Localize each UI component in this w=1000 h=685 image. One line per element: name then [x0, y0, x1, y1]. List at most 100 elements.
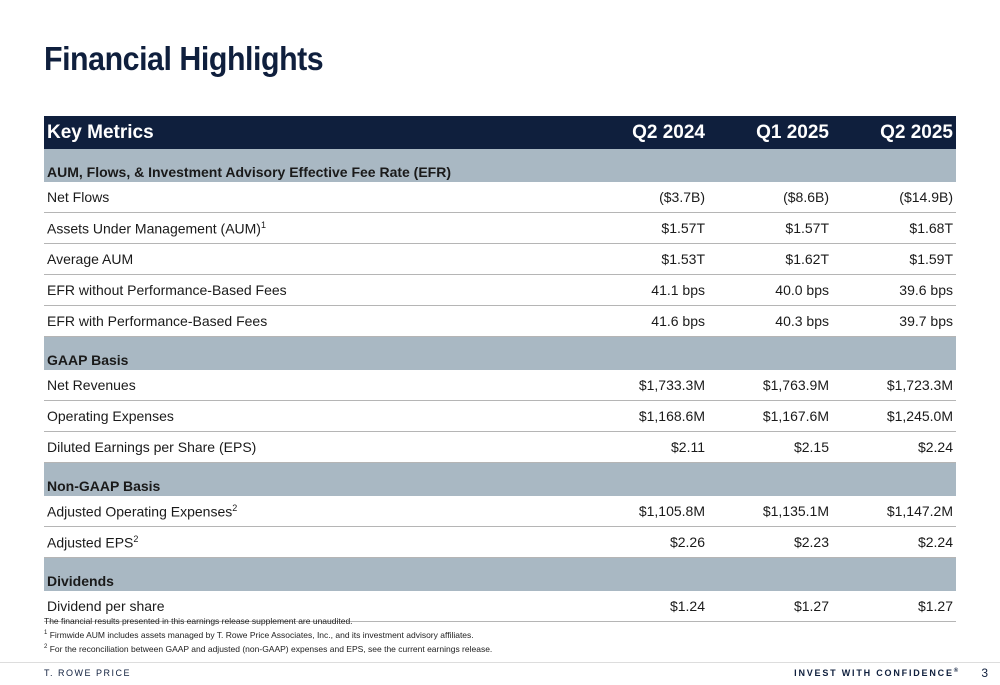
value-cell: $1,147.2M — [832, 496, 956, 527]
metrics-table: Key Metrics Q2 2024 Q1 2025 Q2 2025 AUM, Fl… — [44, 116, 956, 622]
value-cell: $1.24 — [594, 591, 708, 622]
row-label: Assets Under Management (AUM) — [47, 220, 261, 237]
row-label-cell: EFR with Performance-Based Fees — [44, 305, 594, 337]
section-row: AUM, Flows, & Investment Advisory Effect… — [44, 149, 956, 182]
footnote: 1 Firmwide AUM includes assets managed b… — [44, 627, 492, 641]
value-cell: $1,733.3M — [594, 370, 708, 401]
footnote: The financial results presented in this … — [44, 615, 492, 627]
data-row: EFR with Performance-Based Fees 41.6 bps 4… — [44, 305, 956, 337]
data-row: Adjusted EPS2 $2.26 $2.23 $2.24 — [44, 526, 956, 558]
value-cell: $2.11 — [594, 431, 708, 463]
footnote-ref: 2 — [232, 502, 238, 513]
row-label-cell: Adjusted EPS2 — [44, 526, 594, 558]
value-cell: $2.24 — [832, 431, 956, 463]
column-header: Q2 2025 — [832, 116, 956, 149]
tagline-text: INVEST WITH CONFIDENCE — [794, 668, 954, 678]
row-label-cell: Dividend per share — [44, 591, 594, 622]
footer-rule — [0, 662, 1000, 663]
footnotes: The financial results presented in this … — [44, 615, 492, 655]
value-cell: $2.23 — [708, 526, 832, 558]
column-header: Q1 2025 — [708, 116, 832, 149]
data-row: Assets Under Management (AUM)1 $1.57T $1.5… — [44, 212, 956, 244]
section-title: Dividends — [44, 557, 956, 591]
data-row: Adjusted Operating Expenses2 $1,105.8M $1,… — [44, 496, 956, 527]
value-cell: $2.24 — [832, 526, 956, 558]
registered-mark: ® — [953, 668, 960, 674]
row-label: EFR with Performance-Based Fees — [47, 313, 268, 329]
column-header: Q2 2024 — [594, 116, 708, 149]
column-header: Key Metrics — [44, 116, 594, 149]
value-cell: 41.1 bps — [594, 274, 708, 306]
footnote-number: 1 — [44, 630, 48, 636]
value-cell: $1.57T — [594, 212, 708, 244]
value-cell: $1.57T — [708, 212, 832, 244]
value-cell: $1,245.0M — [832, 400, 956, 432]
section-row: Dividends — [44, 557, 956, 591]
data-row: EFR without Performance-Based Fees 41.1 b… — [44, 274, 956, 306]
value-cell: $1,763.9M — [708, 370, 832, 401]
section-title: Non-GAAP Basis — [44, 462, 956, 496]
slide-title: Financial Highlights — [44, 40, 324, 77]
footnote-text: For the reconciliation between GAAP and … — [49, 643, 493, 654]
row-label-cell: Net Revenues — [44, 370, 594, 401]
value-cell: $1,168.6M — [594, 400, 708, 432]
value-cell: 41.6 bps — [594, 305, 708, 337]
value-cell: $1,135.1M — [708, 496, 832, 527]
footnote-ref: 1 — [260, 219, 266, 230]
row-label-cell: EFR without Performance-Based Fees — [44, 274, 594, 306]
row-label: Adjusted EPS — [47, 534, 134, 551]
section-title: AUM, Flows, & Investment Advisory Effect… — [44, 149, 956, 182]
row-label-cell: Diluted Earnings per Share (EPS) — [44, 431, 594, 463]
value-cell: 39.7 bps — [832, 305, 956, 337]
value-cell: $1.27 — [832, 591, 956, 622]
value-cell: $2.15 — [708, 431, 832, 463]
section-row: GAAP Basis — [44, 336, 956, 370]
row-label-cell: Operating Expenses — [44, 400, 594, 432]
value-cell: $1,723.3M — [832, 370, 956, 401]
row-label: EFR without Performance-Based Fees — [47, 282, 287, 298]
section-row: Non-GAAP Basis — [44, 462, 956, 496]
row-label: Dividend per share — [47, 598, 165, 614]
row-label: Net Revenues — [47, 377, 136, 393]
value-cell: $1.62T — [708, 243, 832, 275]
value-cell: $1,105.8M — [594, 496, 708, 527]
data-row: Dividend per share $1.24 $1.27 $1.27 — [44, 591, 956, 622]
footnote-text: The financial results presented in this … — [44, 616, 353, 626]
value-cell: ($8.6B) — [708, 182, 832, 213]
value-cell: 40.0 bps — [708, 274, 832, 306]
footnote-ref: 2 — [133, 533, 139, 544]
row-label: Average AUM — [47, 251, 134, 267]
value-cell: ($14.9B) — [832, 182, 956, 213]
value-cell: $1.53T — [594, 243, 708, 275]
section-title: GAAP Basis — [44, 336, 956, 370]
value-cell: $1.59T — [832, 243, 956, 275]
tagline: INVEST WITH CONFIDENCE® — [794, 668, 960, 678]
row-label-cell: Average AUM — [44, 243, 594, 275]
footnote-text: Firmwide AUM includes assets managed by … — [49, 629, 474, 640]
data-row: Net Flows ($3.7B) ($8.6B) ($14.9B) — [44, 182, 956, 213]
data-row: Diluted Earnings per Share (EPS) $2.11 $2.… — [44, 431, 956, 463]
value-cell: 39.6 bps — [832, 274, 956, 306]
brand: T. ROWE PRICE — [44, 668, 132, 678]
row-label: Net Flows — [47, 189, 110, 205]
value-cell: $1,167.6M — [708, 400, 832, 432]
value-cell: $1.27 — [708, 591, 832, 622]
value-cell: $2.26 — [594, 526, 708, 558]
row-label: Diluted Earnings per Share (EPS) — [47, 439, 257, 455]
data-row: Average AUM $1.53T $1.62T $1.59T — [44, 243, 956, 275]
row-label-cell: Adjusted Operating Expenses2 — [44, 496, 594, 527]
value-cell: ($3.7B) — [594, 182, 708, 213]
row-label-cell: Net Flows — [44, 182, 594, 213]
row-label: Operating Expenses — [47, 408, 174, 424]
data-row: Net Revenues $1,733.3M $1,763.9M $1,723.3M — [44, 370, 956, 401]
value-cell: 40.3 bps — [708, 305, 832, 337]
footnote: 2 For the reconciliation between GAAP an… — [44, 641, 492, 655]
page-number: 3 — [981, 666, 988, 680]
header-row: Key Metrics Q2 2024 Q1 2025 Q2 2025 — [44, 116, 956, 149]
data-row: Operating Expenses $1,168.6M $1,167.6M $1,2… — [44, 400, 956, 432]
footnote-number: 2 — [44, 643, 48, 650]
row-label: Adjusted Operating Expenses — [47, 503, 233, 520]
row-label-cell: Assets Under Management (AUM)1 — [44, 212, 594, 244]
